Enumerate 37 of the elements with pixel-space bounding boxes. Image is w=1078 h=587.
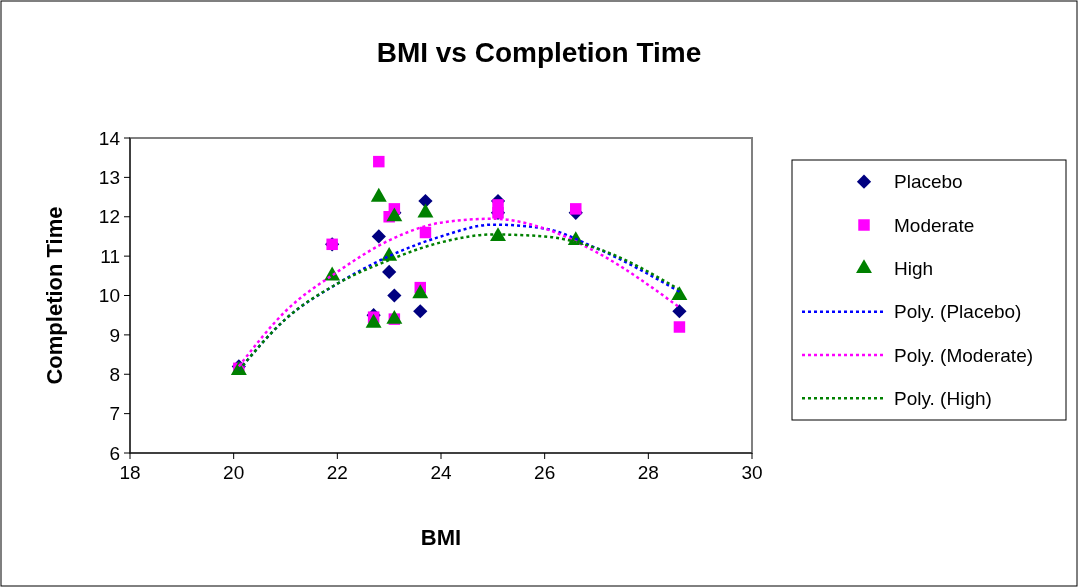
x-tick-label: 24 [430,462,452,483]
point [371,229,386,244]
point [570,203,582,215]
legend-label: Poly. (High) [894,387,992,409]
point [387,288,402,303]
y-tick-label: 13 [98,167,120,189]
y-tick-label: 7 [109,403,120,425]
x-tick-label: 20 [223,462,245,483]
legend-label: High [894,257,934,279]
y-tick-label: 6 [109,442,120,464]
point [413,304,428,319]
point [671,286,688,301]
x-tick-label: 18 [119,462,141,483]
legend-label: Poly. (Placebo) [894,301,1022,323]
point [412,284,429,299]
x-tick-label: 30 [741,462,763,483]
y-tick-label: 9 [109,324,120,346]
x-tick-label: 26 [534,462,556,483]
legend-label: Placebo [894,171,963,193]
legend-label: Moderate [894,214,975,236]
y-tick-label: 10 [98,285,120,307]
point [490,227,506,242]
x-tick-label: 28 [637,462,659,483]
legend-label: Poly. (Moderate) [894,344,1034,366]
y-axis-title: Completion Time [42,206,67,385]
point [419,226,432,239]
y-tick-label: 12 [98,206,120,228]
point [373,155,385,168]
point [673,321,686,333]
y-tick-label: 11 [100,245,120,267]
chart-title: BMI vs Completion Time [376,37,702,68]
y-tick-label: 14 [98,127,121,149]
point [672,304,687,319]
point [382,264,397,279]
x-tick-label: 22 [326,462,348,483]
x-axis-title: BMI [420,525,462,550]
y-tick-label: 8 [109,363,120,385]
